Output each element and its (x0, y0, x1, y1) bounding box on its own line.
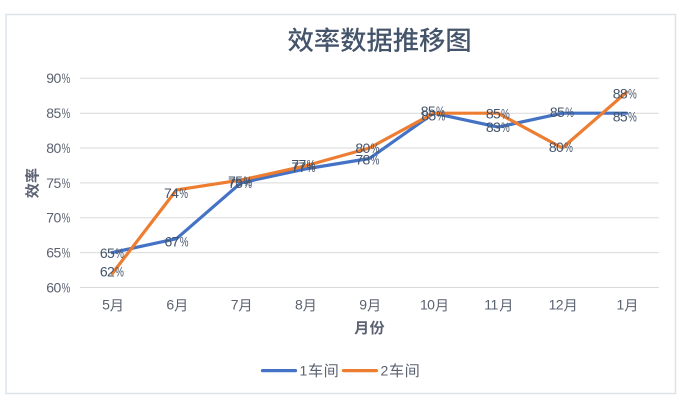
svg-text:8: 8 (295, 297, 303, 313)
svg-text:%: % (179, 187, 188, 202)
svg-text:%: % (62, 281, 71, 296)
svg-text:2: 2 (381, 362, 389, 378)
svg-text:%: % (564, 141, 573, 156)
svg-text:74: 74 (164, 185, 179, 201)
svg-text:10: 10 (420, 297, 435, 313)
svg-text:75: 75 (228, 175, 243, 191)
svg-text:%: % (501, 107, 510, 122)
svg-text:%: % (307, 158, 316, 173)
svg-text:85: 85 (613, 108, 628, 124)
svg-text:9: 9 (359, 297, 367, 313)
svg-text:85: 85 (486, 105, 501, 121)
svg-text:%: % (62, 72, 71, 87)
svg-text:90: 90 (46, 70, 61, 86)
svg-text:65: 65 (100, 245, 115, 261)
svg-text:%: % (62, 176, 71, 191)
svg-text:%: % (436, 104, 445, 119)
svg-text:77: 77 (291, 157, 306, 173)
svg-text:%: % (62, 211, 71, 226)
svg-text:85: 85 (550, 104, 565, 120)
svg-text:11: 11 (484, 297, 498, 313)
svg-text:65: 65 (46, 245, 61, 261)
svg-text:%: % (243, 175, 252, 190)
svg-text:85: 85 (421, 103, 436, 119)
svg-text:%: % (115, 265, 124, 280)
svg-text:60: 60 (46, 279, 61, 295)
svg-text:%: % (243, 177, 252, 192)
svg-text:%: % (62, 141, 71, 156)
svg-text:80: 80 (355, 140, 370, 156)
svg-text:%: % (62, 107, 71, 122)
svg-text:77: 77 (291, 159, 306, 175)
svg-text:%: % (307, 160, 316, 175)
svg-text:67: 67 (164, 234, 179, 250)
svg-text:%: % (501, 120, 510, 135)
svg-text:%: % (62, 246, 71, 261)
svg-text:12: 12 (549, 297, 564, 313)
svg-text:78: 78 (355, 152, 370, 168)
svg-text:75: 75 (228, 173, 243, 189)
svg-text:6: 6 (166, 297, 174, 313)
svg-text:80: 80 (549, 139, 564, 155)
svg-text:7: 7 (231, 297, 239, 313)
svg-text:85: 85 (46, 105, 61, 121)
svg-text:1: 1 (300, 362, 308, 378)
svg-text:%: % (371, 142, 380, 157)
svg-text:70: 70 (46, 210, 61, 226)
svg-text:%: % (628, 110, 637, 125)
svg-text:62: 62 (100, 263, 115, 279)
svg-text:85: 85 (421, 108, 436, 124)
svg-text:%: % (628, 87, 637, 102)
svg-text:88: 88 (613, 85, 628, 101)
svg-text:%: % (565, 106, 574, 121)
svg-text:1: 1 (617, 297, 625, 313)
svg-text:%: % (115, 246, 124, 261)
svg-text:75: 75 (46, 175, 61, 191)
svg-text:83: 83 (486, 119, 501, 135)
svg-text:%: % (371, 153, 380, 168)
svg-text:80: 80 (46, 140, 61, 156)
svg-text:%: % (180, 235, 189, 250)
svg-text:%: % (437, 109, 446, 124)
svg-text:5: 5 (102, 297, 110, 313)
